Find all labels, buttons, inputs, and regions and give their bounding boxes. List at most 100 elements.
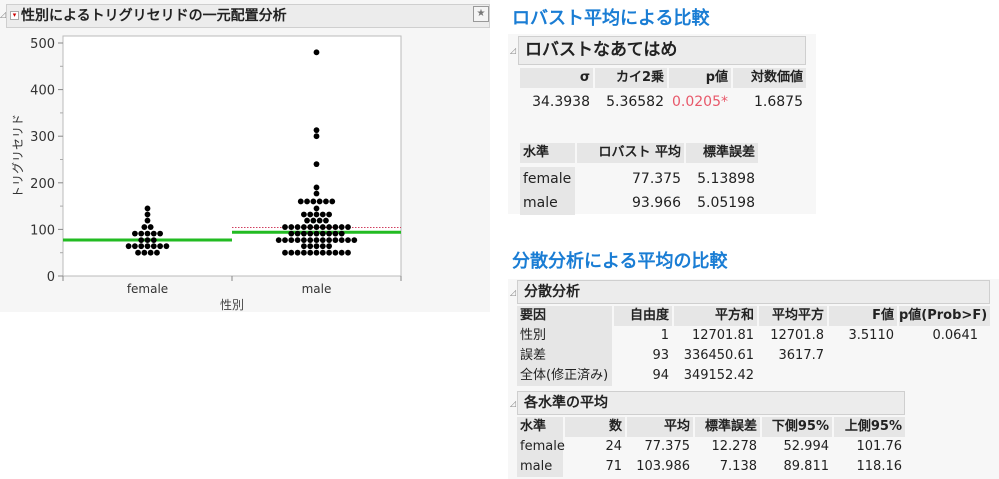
report-title-bar[interactable]: ▾ 性別によるトリグリセリドの一元配置分析	[6, 4, 490, 28]
x-axis-label: 性別	[220, 298, 244, 312]
data-point	[301, 237, 307, 244]
data-point	[141, 224, 148, 230]
anova-header: p値(Prob>F)	[899, 306, 990, 326]
anova-header: 自由度	[614, 306, 672, 326]
red-triangle-menu-icon[interactable]: ▾	[10, 11, 19, 20]
x-tick-label: male	[302, 282, 332, 296]
data-point	[304, 217, 310, 224]
level-header: 水準	[520, 143, 575, 163]
data-point	[313, 243, 320, 250]
means-header: 数	[565, 417, 625, 437]
star-icon[interactable]: ★	[473, 6, 489, 22]
data-point	[313, 224, 320, 230]
y-tick-label: 100	[30, 223, 55, 238]
data-point	[338, 224, 345, 230]
robust-value: 5.13898	[697, 171, 755, 187]
data-point	[326, 237, 332, 244]
oneway-report: ◿ ▾ 性別によるトリグリセリドの一元配置分析 ★ 0 100 200 300 400 5…	[0, 0, 490, 312]
data-point	[313, 127, 320, 134]
level-label: female	[517, 437, 565, 457]
means-value: 118.16	[856, 459, 903, 474]
data-point	[319, 224, 326, 230]
data-point	[301, 224, 307, 230]
data-point	[307, 230, 314, 237]
data-point	[125, 243, 132, 250]
disclosure-triangle-icon[interactable]: ◿	[510, 288, 517, 297]
data-point	[316, 217, 323, 224]
data-point	[313, 133, 320, 140]
y-tick-label: 0	[47, 270, 55, 285]
disclosure-triangle-icon[interactable]: ◿	[510, 399, 517, 408]
y-tick-label: 500	[30, 37, 55, 52]
data-point	[310, 198, 317, 205]
source-label: 性別	[517, 326, 612, 346]
means-value: 7.138	[719, 459, 757, 474]
disclosure-triangle-icon[interactable]: ◿	[510, 46, 517, 55]
data-point	[326, 230, 332, 237]
fit-value: 34.3938	[532, 94, 590, 110]
means-value: 89.811	[783, 459, 830, 474]
data-point	[288, 224, 295, 230]
data-point	[329, 198, 336, 205]
data-point	[332, 237, 339, 244]
data-point	[319, 249, 326, 256]
level-label: male	[520, 191, 575, 215]
data-point	[138, 243, 145, 250]
robust-value: 93.966	[632, 195, 681, 211]
data-point	[313, 184, 320, 191]
data-point	[319, 230, 326, 237]
data-point	[351, 237, 358, 244]
data-point	[301, 243, 307, 250]
anova-title[interactable]: 分散分析	[517, 280, 990, 304]
data-point	[313, 249, 320, 256]
data-point	[288, 230, 295, 237]
data-point	[275, 237, 282, 244]
data-point	[323, 198, 329, 205]
data-point	[294, 237, 301, 244]
anova-header: 要因	[517, 306, 612, 326]
data-point	[154, 249, 160, 256]
data-point	[313, 237, 320, 244]
anova-value: 93	[652, 348, 669, 363]
robust-value: 77.375	[632, 171, 681, 187]
anova-value: 349152.42	[683, 368, 754, 383]
means-title[interactable]: 各水準の平均	[517, 391, 905, 415]
anova-value: 94	[652, 368, 669, 383]
anova-panel: ◿ 分散分析 ◿ 各水準の平均 要因 自由度 平方和 平均平方 F値 p値(Prob>F)…	[508, 279, 999, 479]
data-point	[332, 224, 339, 230]
data-point	[301, 211, 307, 218]
data-point	[144, 237, 151, 244]
disclosure-triangle-icon[interactable]: ◿	[0, 10, 7, 19]
robust-title[interactable]: ロバストなあてはめ	[518, 36, 806, 65]
data-point	[332, 249, 339, 256]
data-point	[310, 217, 317, 224]
data-point	[150, 243, 157, 250]
means-value: 103.986	[636, 459, 690, 474]
data-point	[135, 249, 141, 256]
means-header: 平均	[627, 417, 693, 437]
means-header: 標準誤差	[695, 417, 760, 437]
data-point	[150, 230, 157, 237]
data-point	[147, 224, 154, 230]
data-point	[144, 243, 151, 250]
anova-header: 平均平方	[759, 306, 827, 326]
data-point	[313, 190, 320, 197]
data-point	[288, 249, 295, 256]
fit-header: カイ2乗	[595, 68, 667, 88]
data-point	[345, 224, 351, 230]
fit-header: 対数価値	[733, 68, 806, 88]
data-point	[147, 249, 154, 256]
data-point	[282, 249, 288, 256]
means-value: 101.76	[856, 439, 903, 454]
anova-value: 3617.7	[778, 348, 825, 363]
data-point	[313, 205, 320, 212]
anova-value: 1	[660, 328, 669, 343]
anova-value: 3.5110	[848, 328, 895, 343]
data-point	[294, 230, 301, 237]
data-point	[144, 230, 151, 237]
data-point	[338, 249, 345, 256]
data-point	[150, 237, 157, 244]
anova-heading: 分散分析による平均の比較	[512, 251, 728, 272]
data-point	[141, 249, 148, 256]
data-point	[316, 198, 323, 205]
